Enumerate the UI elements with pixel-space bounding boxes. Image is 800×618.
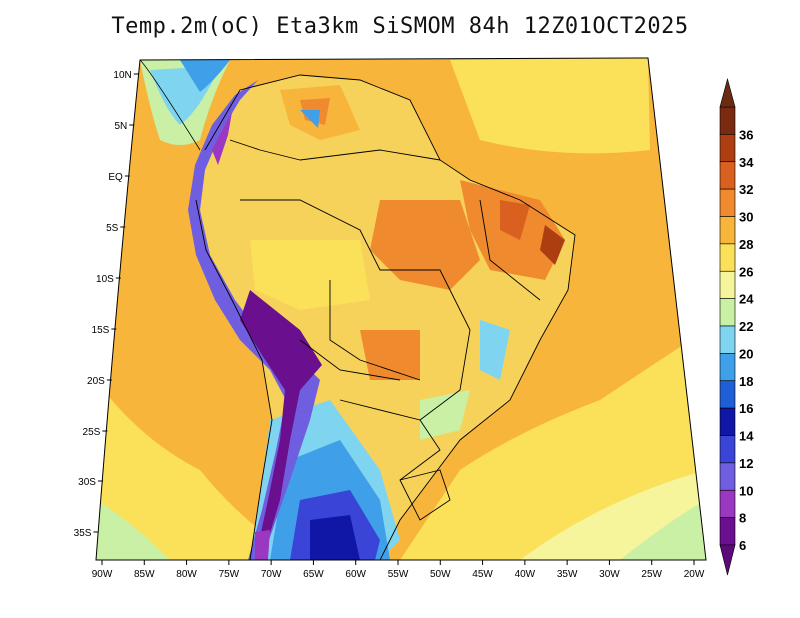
colorbar-label: 28 xyxy=(739,237,753,252)
colorbar-swatch xyxy=(719,216,736,245)
colorbar-label: 32 xyxy=(739,182,753,197)
lon-label: 45W xyxy=(472,569,493,580)
map-frame xyxy=(95,57,707,561)
colorbar-label: 18 xyxy=(739,374,753,389)
colorbar-swatch xyxy=(719,489,736,518)
colorbar-label: 12 xyxy=(739,456,753,471)
colorbar-label: 10 xyxy=(739,483,753,498)
lon-label: 30W xyxy=(599,569,620,580)
colorbar-swatch xyxy=(719,517,736,546)
colorbar-label: 36 xyxy=(739,127,753,142)
lat-label: 15S xyxy=(92,325,110,336)
lon-label: 85W xyxy=(134,569,155,580)
colorbar-swatch xyxy=(719,298,736,327)
map-title: Temp.2m(oC) Eta3km SiSMOM 84h 12Z01OCT20… xyxy=(111,14,689,39)
colorbar-label: 26 xyxy=(739,264,753,279)
colorbar-label: 22 xyxy=(739,319,753,334)
lat-label: 10S xyxy=(96,274,114,285)
lon-label: 50W xyxy=(430,569,451,580)
lon-label: 90W xyxy=(92,569,113,580)
colorbar-label: 14 xyxy=(739,429,754,444)
colorbar-label: 8 xyxy=(739,511,746,526)
lon-label: 65W xyxy=(303,569,324,580)
lon-label: 60W xyxy=(345,569,366,580)
lon-label: 80W xyxy=(176,569,197,580)
colorbar-swatch xyxy=(719,106,736,135)
lat-label: 30S xyxy=(78,477,96,488)
lat-label: 35S xyxy=(74,528,92,539)
lon-label: 70W xyxy=(261,569,282,580)
colorbar-swatch xyxy=(719,325,736,354)
lat-label: 5S xyxy=(106,223,119,234)
colorbar-swatch xyxy=(719,243,736,272)
lon-label: 75W xyxy=(219,569,240,580)
lat-label: 10N xyxy=(113,70,131,81)
colorbar-label: 34 xyxy=(739,155,754,170)
lon-label: 25W xyxy=(641,569,662,580)
lon-label: 20W xyxy=(684,569,705,580)
colorbar-label: 20 xyxy=(739,346,753,361)
colorbar: 6 8 10 12 14 16 18 20 22 24 26 28 30 32 34 36 xyxy=(719,77,754,576)
lon-label: 35W xyxy=(557,569,578,580)
temperature-field xyxy=(96,58,706,560)
colorbar-swatch xyxy=(719,270,736,299)
colorbar-swatch xyxy=(719,134,736,163)
colorbar-swatch xyxy=(719,407,736,436)
lat-label: 5N xyxy=(114,121,127,132)
colorbar-label: 24 xyxy=(739,292,754,307)
longitude-axis: 90W 85W 80W 75W 70W 65W 60W 55W 50W 45W 40W 35W 30W 2… xyxy=(92,560,705,580)
colorbar-under-arrow xyxy=(719,544,736,576)
lon-label: 40W xyxy=(515,569,536,580)
lat-label: EQ xyxy=(108,172,123,183)
colorbar-swatch xyxy=(719,380,736,409)
colorbar-swatch xyxy=(719,353,736,382)
colorbar-swatch xyxy=(719,188,736,217)
colorbar-label: 30 xyxy=(739,210,753,225)
lat-label: 20S xyxy=(87,376,105,387)
lat-label: 25S xyxy=(83,427,101,438)
colorbar-swatch xyxy=(719,462,736,491)
colorbar-label: 16 xyxy=(739,401,753,416)
colorbar-over-arrow xyxy=(719,77,736,108)
colorbar-swatch xyxy=(719,435,736,464)
colorbar-label: 6 xyxy=(739,538,746,553)
colorbar-swatch xyxy=(719,161,736,190)
lon-label: 55W xyxy=(388,569,409,580)
latitude-axis: 10N 5N EQ 5S 10S 15S 20S 25S 30S 35S xyxy=(74,70,139,539)
